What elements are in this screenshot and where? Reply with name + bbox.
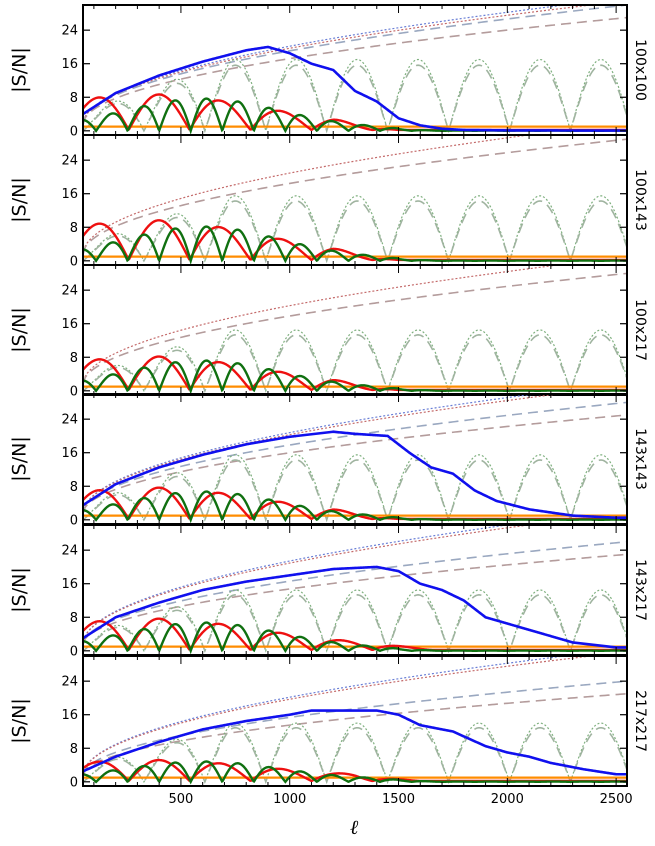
series-green	[83, 760, 627, 785]
series-dashed-green	[83, 200, 627, 264]
panel-curves	[83, 135, 627, 265]
panel-curves	[83, 525, 627, 655]
series-dashed-green	[83, 726, 627, 785]
panel-label: 217x217	[632, 690, 648, 752]
panel-label: 143x217	[632, 559, 648, 621]
series-dashed-green	[83, 459, 627, 523]
series-dotted-green	[83, 454, 627, 522]
x-tick-label: 2000	[491, 792, 524, 807]
panel-217x217: 0 8 16 24 |S/N| 217x217	[9, 655, 648, 790]
series-dotted-blue	[83, 656, 570, 776]
y-tick-label: 16	[61, 577, 78, 592]
y-axis-label: |S/N|	[9, 698, 31, 743]
x-tick-label: 500	[169, 792, 194, 807]
y-axis-label: |S/N|	[9, 436, 31, 481]
series-red	[83, 355, 627, 392]
x-tick-label: 2500	[600, 792, 633, 807]
series-red	[83, 486, 627, 521]
panel-100x217: 0 8 16 24 |S/N| 100x217	[9, 264, 648, 399]
series-blue	[83, 709, 627, 776]
y-tick-label: 24	[61, 675, 78, 690]
panel-curves	[83, 656, 627, 785]
series-green	[83, 490, 627, 524]
series-blue	[83, 45, 627, 132]
y-tick-label: 16	[61, 317, 78, 332]
panel-100x100: 0 8 16 24 |S/N| 100x100	[9, 4, 648, 139]
series-dashed-green	[83, 64, 627, 134]
x-tick-label: 1000	[273, 792, 306, 807]
series-dashed-blue	[83, 401, 627, 514]
series-dotted-red	[83, 5, 596, 125]
y-axis-label: |S/N|	[9, 177, 31, 222]
series-dotted-red	[83, 394, 563, 514]
series-dashed-red	[83, 272, 627, 385]
series-dashed-red	[83, 138, 627, 255]
y-tick-label: 24	[61, 413, 78, 428]
y-tick-label: 16	[61, 187, 78, 202]
series-dashed-red	[83, 553, 627, 645]
series-dashed-red	[83, 692, 627, 776]
y-tick-label: 0	[70, 644, 78, 659]
series-dashed-red	[83, 414, 627, 514]
series-red	[83, 93, 627, 132]
series-dotted-red	[83, 135, 533, 255]
panel-label: 143x143	[632, 428, 648, 490]
panel-frame	[82, 655, 628, 787]
panel-label: 100x100	[632, 39, 648, 101]
y-tick-label: 8	[70, 221, 78, 236]
y-tick-label: 8	[70, 742, 78, 757]
series-green	[83, 225, 627, 265]
series-dotted-green	[83, 329, 627, 393]
y-tick-label: 16	[61, 446, 78, 461]
x-tick-label: 1500	[382, 792, 415, 807]
panel-curves	[83, 394, 627, 524]
series-dotted-red	[83, 656, 596, 776]
y-tick-label: 24	[61, 24, 78, 39]
series-dashed-blue	[83, 540, 627, 645]
y-tick-label: 0	[70, 124, 78, 139]
series-dotted-blue	[83, 5, 570, 125]
series-dashed-red	[83, 16, 627, 125]
panel-curves	[83, 265, 627, 395]
panel-label: 100x217	[632, 299, 648, 361]
series-dashed-green	[83, 334, 627, 394]
series-dotted-blue	[83, 394, 539, 514]
y-tick-label: 0	[70, 384, 78, 399]
series-blue	[83, 430, 627, 520]
panel-143x143: 0 8 16 24 |S/N| 143x143	[9, 393, 648, 528]
series-dotted-green	[83, 195, 627, 263]
y-axis-label: |S/N|	[9, 307, 31, 352]
y-tick-label: 8	[70, 611, 78, 626]
series-dotted-red	[83, 265, 563, 385]
series-dashed-green	[83, 594, 627, 654]
y-tick-label: 0	[70, 254, 78, 269]
panel-143x217: 0 8 16 24 |S/N| 143x217	[9, 524, 648, 659]
series-dotted-red	[83, 525, 533, 645]
y-tick-label: 0	[70, 775, 78, 790]
y-tick-label: 8	[70, 480, 78, 495]
panel-100x143: 0 8 16 24 |S/N| 100x143	[9, 134, 648, 269]
y-tick-label: 16	[61, 57, 78, 72]
x-axis-label: ℓ	[350, 815, 359, 839]
series-blue	[83, 565, 627, 649]
y-tick-label: 0	[70, 513, 78, 528]
series-dotted-green	[83, 722, 627, 784]
y-tick-label: 24	[61, 544, 78, 559]
y-tick-label: 24	[61, 284, 78, 299]
y-tick-label: 16	[61, 708, 78, 723]
series-green	[83, 621, 627, 655]
series-dashed-blue	[83, 5, 627, 125]
y-tick-label: 8	[70, 91, 78, 106]
panel-curves	[83, 5, 627, 135]
series-dotted-blue	[83, 525, 511, 645]
panel-label: 100x143	[632, 169, 648, 231]
series-dotted-green	[83, 589, 627, 653]
y-tick-label: 24	[61, 154, 78, 169]
y-axis-label: |S/N|	[9, 47, 31, 92]
y-axis-label: |S/N|	[9, 567, 31, 612]
series-green	[83, 359, 627, 395]
y-tick-label: 8	[70, 351, 78, 366]
